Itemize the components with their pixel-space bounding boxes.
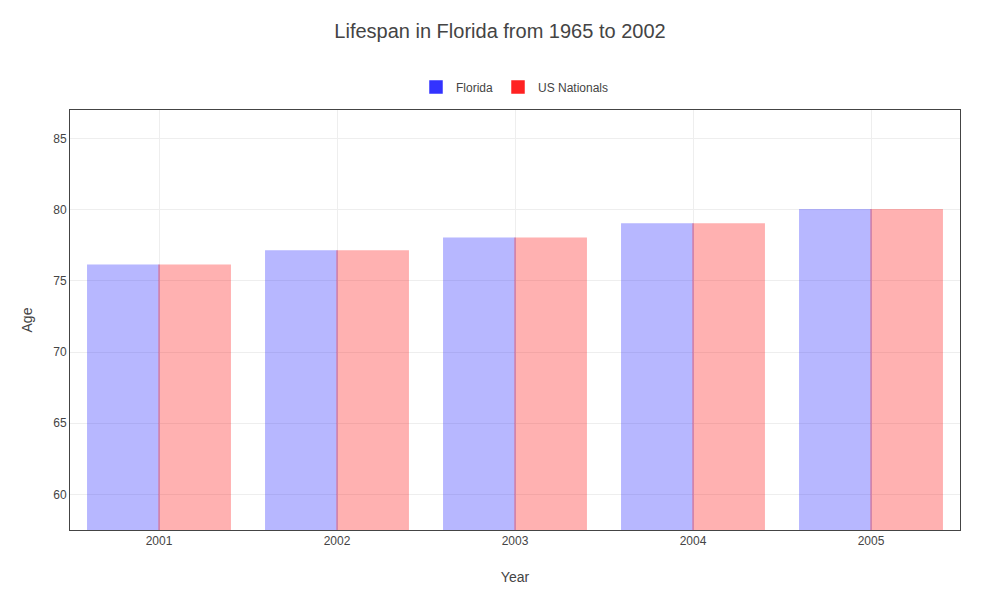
svg-text:Year: Year: [501, 569, 530, 585]
svg-text:60: 60: [53, 488, 67, 502]
svg-text:Lifespan in Florida from 1965: Lifespan in Florida from 1965 to 2002: [334, 20, 665, 42]
svg-text:85: 85: [53, 132, 67, 146]
svg-text:2001: 2001: [146, 534, 173, 548]
svg-text:70: 70: [53, 345, 67, 359]
svg-text:80: 80: [53, 203, 67, 217]
svg-text:75: 75: [53, 274, 67, 288]
svg-text:US Nationals: US Nationals: [538, 81, 608, 95]
svg-text:2003: 2003: [502, 534, 529, 548]
svg-text:Florida: Florida: [456, 81, 493, 95]
svg-text:2004: 2004: [680, 534, 707, 548]
svg-text:65: 65: [53, 416, 67, 430]
svg-text:2002: 2002: [324, 534, 351, 548]
svg-text:Age: Age: [19, 307, 35, 332]
svg-text:2005: 2005: [858, 534, 885, 548]
